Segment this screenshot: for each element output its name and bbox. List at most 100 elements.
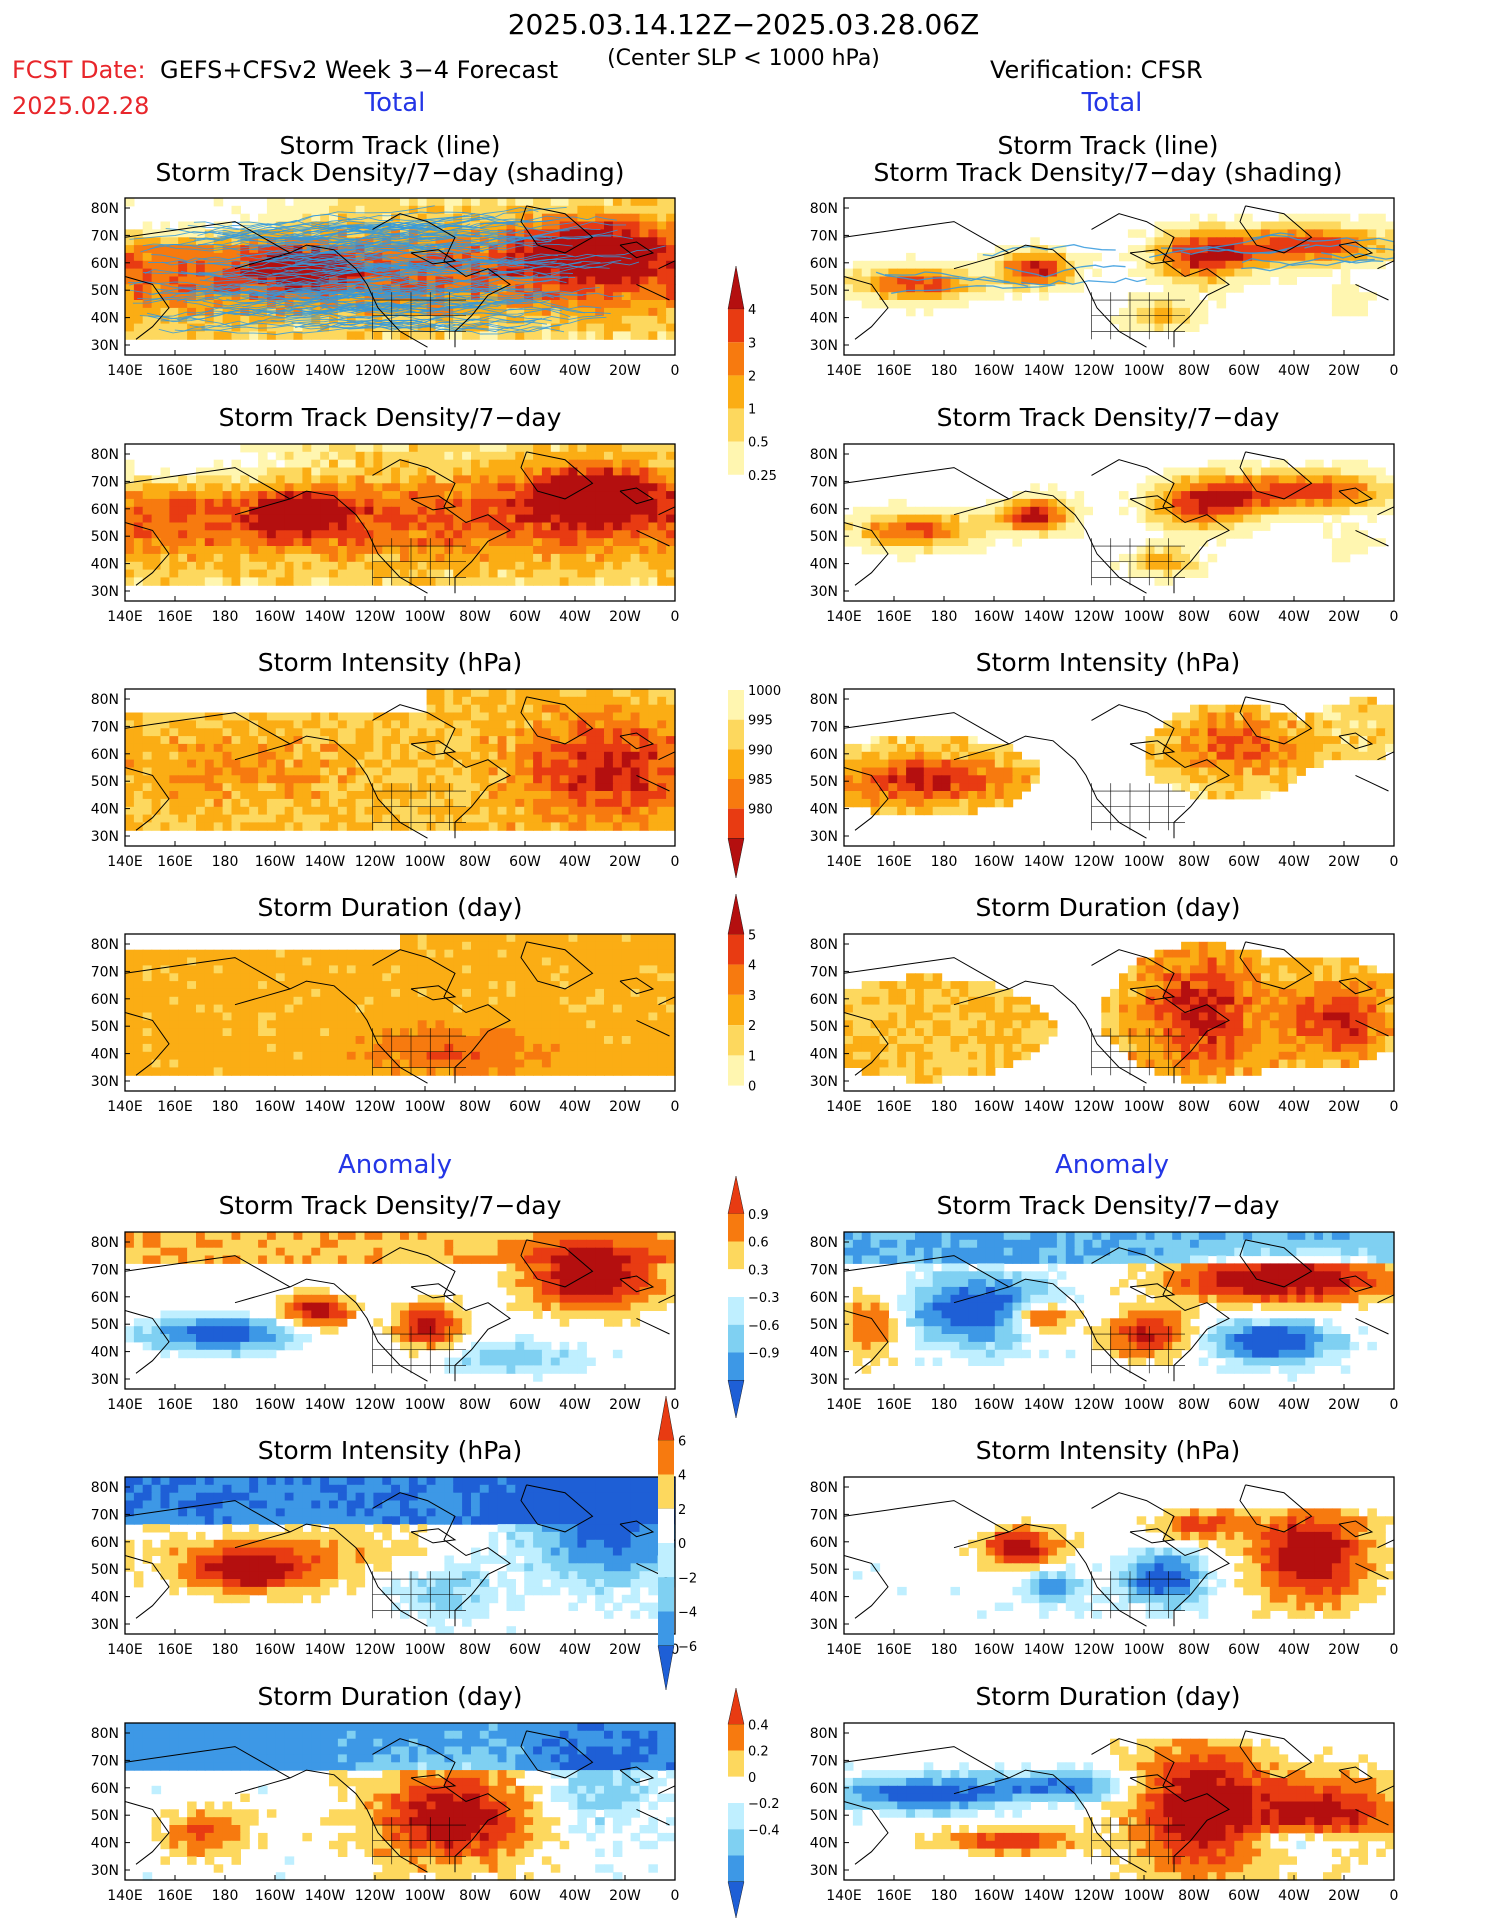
shading-cell (169, 783, 179, 791)
shading-cell (498, 460, 508, 468)
shading-cell (959, 515, 969, 523)
shading-cell (1332, 515, 1342, 523)
shading-cell (577, 331, 587, 339)
shading-cell (640, 229, 650, 237)
shading-cell (436, 460, 446, 468)
shading-cell (152, 499, 162, 507)
shading-cell (631, 713, 641, 721)
shading-cell (1190, 292, 1200, 300)
shading-cell (640, 507, 650, 515)
shading-cell (1332, 308, 1342, 316)
shading-cell (595, 822, 605, 830)
shading-cell (329, 444, 339, 452)
shading-cell (1190, 720, 1200, 728)
shading-cell (1234, 523, 1244, 531)
shading-cell (1163, 277, 1173, 285)
shading-cell (1350, 292, 1360, 300)
lon-label: 0 (1390, 609, 1399, 625)
shading-cell (373, 444, 383, 452)
shading-cell (214, 760, 224, 768)
shading-cell (436, 822, 446, 830)
shading-cell (915, 760, 925, 768)
shading-cell (427, 815, 437, 823)
shading-cell (604, 523, 614, 531)
shading-cell (223, 475, 233, 483)
shading-cell (551, 331, 561, 339)
shading-cell (409, 752, 419, 760)
shading-cell (515, 760, 525, 768)
lon-label: 20W (609, 854, 641, 870)
shading-cell (356, 720, 366, 728)
shading-cell (666, 507, 676, 515)
shading-cell (648, 444, 658, 452)
shading-cell (666, 206, 676, 214)
shading-cell (338, 577, 348, 585)
shading-cell (533, 515, 543, 523)
shading-cell (471, 752, 481, 760)
shading-cell (498, 752, 508, 760)
shading-cell (613, 783, 623, 791)
shading-cell (356, 507, 366, 515)
shading-cell (1288, 744, 1298, 752)
shading-cell (329, 822, 339, 830)
shading-cell (1234, 760, 1244, 768)
lat-label: 70N (810, 474, 838, 490)
shading-cell (125, 491, 135, 499)
shading-cell (1057, 507, 1067, 515)
shading-cell (1217, 491, 1227, 499)
shading-cell (880, 523, 890, 531)
shading-cell (382, 530, 392, 538)
shading-cell (471, 720, 481, 728)
shading-cell (1146, 483, 1156, 491)
shading-cell (853, 799, 863, 807)
shading-cell (373, 452, 383, 460)
shading-cell (586, 562, 596, 570)
shading-cell (214, 460, 224, 468)
shading-cell (329, 468, 339, 476)
shading-cell (1385, 507, 1395, 515)
shading-cell (125, 570, 135, 578)
shading-cell (320, 815, 330, 823)
shading-cell (1332, 214, 1342, 222)
shading-cell (551, 546, 561, 554)
shading-cell (560, 791, 570, 799)
shading-cell (1075, 530, 1085, 538)
shading-cell (577, 206, 587, 214)
section-total-forecast: Total (245, 88, 545, 118)
shading-cell (880, 752, 890, 760)
shading-cell (258, 316, 268, 324)
shading-cell (249, 530, 259, 538)
shading-cell (959, 736, 969, 744)
shading-cell (1243, 768, 1253, 776)
shading-cell (942, 292, 952, 300)
shading-cell (533, 562, 543, 570)
shading-cell (498, 807, 508, 815)
shading-cell (444, 515, 454, 523)
shading-cell (1385, 720, 1395, 728)
shading-cell (1385, 713, 1395, 721)
shading-cell (1341, 214, 1351, 222)
shading-cell (134, 546, 144, 554)
shading-cell (880, 736, 890, 744)
shading-cell (648, 277, 658, 285)
shading-cell (187, 720, 197, 728)
shading-cell (1181, 752, 1191, 760)
shading-cell (1217, 261, 1227, 269)
shading-cell (161, 331, 171, 339)
shading-cell (1030, 483, 1040, 491)
shading-cell (951, 768, 961, 776)
shading-cell (1385, 744, 1395, 752)
shading-cell (1252, 768, 1262, 776)
shading-cell (1128, 554, 1138, 562)
shading-cell (311, 562, 321, 570)
shading-cell (205, 815, 215, 823)
shading-cell (1243, 460, 1253, 468)
shading-cell (1350, 507, 1360, 515)
shading-cell (1208, 229, 1218, 237)
shading-cell (178, 760, 188, 768)
shading-cell (1270, 475, 1280, 483)
shading-cell (205, 752, 215, 760)
shading-cell (657, 491, 667, 499)
shading-cell (329, 728, 339, 736)
shading-cell (143, 799, 153, 807)
